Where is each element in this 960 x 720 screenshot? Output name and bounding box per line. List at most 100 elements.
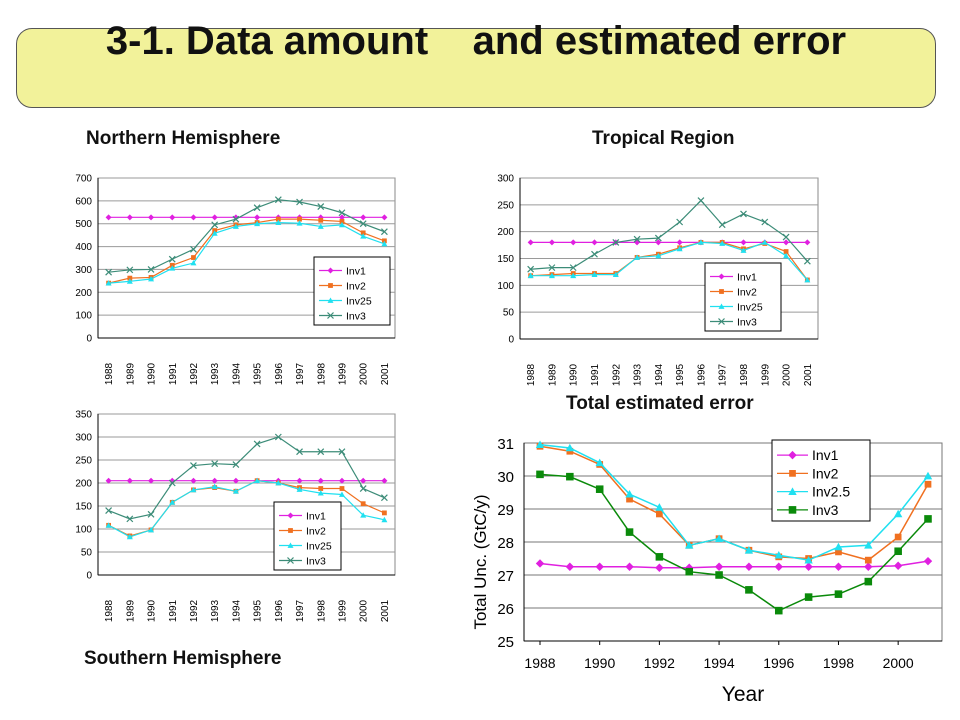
marker-square bbox=[864, 577, 873, 586]
marker-diamond bbox=[126, 214, 133, 221]
marker-triangle bbox=[211, 483, 218, 490]
marker-x bbox=[548, 264, 556, 272]
y-tick-label: 600 bbox=[75, 196, 92, 207]
total-label: Total estimated error bbox=[566, 393, 754, 414]
marker-x bbox=[718, 318, 725, 325]
marker-triangle bbox=[718, 303, 725, 309]
marker-diamond bbox=[783, 239, 790, 246]
marker-square bbox=[774, 606, 783, 615]
marker-x bbox=[168, 255, 176, 263]
marker-diamond bbox=[360, 477, 367, 484]
marker-square bbox=[127, 275, 133, 281]
y-tick-label: 27 bbox=[497, 568, 514, 585]
marker-square bbox=[894, 547, 902, 556]
marker-diamond bbox=[317, 477, 324, 484]
marker-square bbox=[318, 217, 324, 223]
series-line bbox=[530, 199, 808, 270]
x-tick-label: 1998 bbox=[316, 362, 327, 385]
marker-square bbox=[745, 586, 753, 594]
marker-triangle bbox=[296, 220, 303, 226]
marker-triangle bbox=[527, 272, 534, 279]
marker-diamond bbox=[148, 214, 155, 221]
marker-diamond bbox=[105, 214, 112, 221]
marker-square bbox=[788, 506, 797, 514]
x-tick-label: 1997 bbox=[295, 362, 306, 385]
marker-triangle bbox=[296, 486, 303, 492]
marker-triangle bbox=[275, 480, 282, 486]
series-line bbox=[108, 480, 385, 538]
y-tick-label: 25 bbox=[497, 634, 514, 651]
marker-diamond bbox=[169, 214, 176, 221]
marker-diamond bbox=[211, 477, 218, 484]
marker-x bbox=[147, 510, 155, 518]
series-line bbox=[108, 199, 385, 273]
marker-square bbox=[381, 510, 387, 516]
legend-label: Inv25 bbox=[737, 302, 763, 314]
marker-x bbox=[287, 557, 294, 564]
x-tick-label: 1994 bbox=[703, 655, 734, 671]
x-tick-label: 1999 bbox=[337, 599, 348, 622]
marker-triangle bbox=[655, 252, 662, 259]
marker-diamond bbox=[232, 477, 239, 484]
y-tick-label: 50 bbox=[81, 548, 93, 559]
marker-x bbox=[380, 228, 388, 236]
marker-x bbox=[338, 209, 346, 217]
legend-box bbox=[704, 262, 782, 332]
x-tick-label: 1993 bbox=[633, 363, 644, 386]
x-tick-label: 1990 bbox=[147, 362, 158, 385]
x-tick-label: 1991 bbox=[168, 599, 179, 622]
marker-x bbox=[633, 235, 641, 243]
series-line bbox=[108, 218, 385, 284]
marker-diamond bbox=[834, 562, 843, 571]
marker-triangle bbox=[105, 280, 112, 286]
series-inv25 bbox=[535, 440, 933, 564]
marker-x bbox=[612, 238, 620, 246]
x-tick-label: 1988 bbox=[104, 599, 115, 622]
x-tick-label: 1994 bbox=[654, 363, 665, 386]
tropic-label: Tropical Region bbox=[592, 128, 735, 149]
legend-label: Inv3 bbox=[346, 311, 366, 323]
legend-label: Inv3 bbox=[737, 317, 757, 329]
x-tick-label: 1988 bbox=[104, 362, 115, 385]
y-tick-label: 300 bbox=[75, 433, 92, 444]
x-tick-label: 1998 bbox=[823, 655, 854, 671]
marker-triangle bbox=[338, 221, 345, 228]
marker-x bbox=[253, 204, 261, 212]
x-tick-label: 1998 bbox=[316, 599, 327, 622]
marker-x bbox=[126, 266, 134, 274]
x-tick-label: 1998 bbox=[739, 363, 750, 386]
marker-triangle bbox=[360, 512, 367, 518]
marker-x bbox=[232, 461, 240, 469]
marker-diamond bbox=[254, 214, 261, 221]
marker-diamond bbox=[774, 562, 783, 571]
legend-label: Inv3 bbox=[306, 556, 326, 568]
marker-x bbox=[147, 266, 155, 273]
x-tick-label: 1994 bbox=[231, 599, 242, 622]
x-tick-label: 1990 bbox=[584, 655, 615, 671]
marker-diamond bbox=[148, 477, 155, 484]
marker-x bbox=[317, 448, 325, 456]
x-tick-label: 1997 bbox=[718, 363, 729, 386]
marker-triangle bbox=[148, 276, 155, 282]
legend-label: Inv25 bbox=[306, 541, 332, 553]
marker-diamond bbox=[718, 273, 725, 280]
marker-x bbox=[359, 485, 367, 492]
marker-x bbox=[211, 460, 219, 468]
x-tick-label: 1992 bbox=[611, 363, 622, 386]
marker-diamond bbox=[676, 239, 683, 246]
y-tick-label: 250 bbox=[75, 456, 92, 467]
marker-x bbox=[168, 479, 176, 487]
marker-x bbox=[761, 218, 769, 226]
y-tick-label: 50 bbox=[503, 308, 515, 319]
marker-x bbox=[105, 268, 113, 276]
series-line bbox=[108, 436, 385, 520]
series-inv25 bbox=[105, 219, 388, 286]
y-tick-label: 26 bbox=[497, 601, 514, 618]
legend-label: Inv3 bbox=[812, 502, 839, 518]
marker-square bbox=[835, 548, 842, 556]
y-tick-label: 250 bbox=[497, 200, 514, 211]
marker-square bbox=[834, 590, 843, 598]
y-tick-label: 100 bbox=[497, 281, 514, 292]
marker-diamond bbox=[105, 477, 112, 484]
